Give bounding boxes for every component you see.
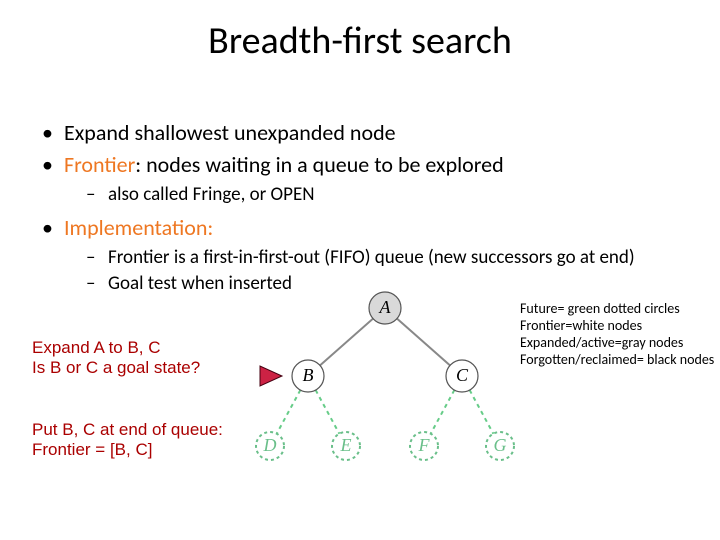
node-e-label: E (340, 435, 352, 455)
bullet-3-sub1: Frontier is a first-in-first-out (FIFO) … (64, 245, 682, 270)
node-e: E (332, 432, 360, 460)
node-d: D (256, 432, 284, 460)
tree-svg: A B C D E F G (230, 288, 540, 468)
node-c: C (446, 360, 478, 392)
bullet-1: Expand shallowest unexpanded node (42, 118, 682, 148)
legend: Future= green dotted circles Frontier=wh… (520, 300, 720, 368)
slide: Breadth-first search Expand shallowest u… (0, 0, 720, 540)
annotation-expand-l1: Expand A to B, C (32, 338, 161, 357)
bullet-3-text: Implementation: (64, 214, 213, 241)
pointer-triangle-icon (260, 366, 282, 386)
annotation-expand-l2: Is B or C a goal state? (32, 358, 200, 377)
node-a: A (369, 292, 401, 324)
node-a-label: A (379, 297, 392, 317)
legend-l4: Forgotten/reclaimed= black nodes (520, 351, 714, 368)
bullet-2-lead: Frontier (64, 151, 135, 178)
annotation-put-l2: Frontier = [B, C] (32, 440, 152, 459)
node-g-label: G (494, 435, 507, 455)
slide-title: Breadth-first search (0, 18, 720, 64)
node-b: B (292, 360, 324, 392)
node-f: F (410, 432, 438, 460)
bullet-2: Frontier: nodes waiting in a queue to be… (42, 150, 682, 207)
node-b-label: B (303, 365, 314, 385)
bullet-3: Implementation: Frontier is a first-in-f… (42, 213, 682, 296)
node-c-label: C (456, 365, 469, 385)
bullet-2-rest: : nodes waiting in a queue to be explore… (135, 151, 503, 178)
node-f-label: F (418, 435, 431, 455)
node-g: G (486, 432, 514, 460)
bullet-1-text: Expand shallowest unexpanded node (64, 119, 396, 146)
annotation-put: Put B, C at end of queue: Frontier = [B,… (32, 420, 252, 460)
legend-l3: Expanded/active=gray nodes (520, 334, 683, 351)
bullet-2-sub: also called Fringe, or OPEN (64, 182, 682, 207)
bullet-list: Expand shallowest unexpanded node Fronti… (42, 118, 682, 302)
tree-diagram: A B C D E F G (230, 288, 540, 468)
annotation-expand: Expand A to B, C Is B or C a goal state? (32, 338, 252, 378)
legend-l1: Future= green dotted circles (520, 300, 680, 317)
annotation-put-l1: Put B, C at end of queue: (32, 420, 223, 439)
node-d-label: D (263, 435, 277, 455)
